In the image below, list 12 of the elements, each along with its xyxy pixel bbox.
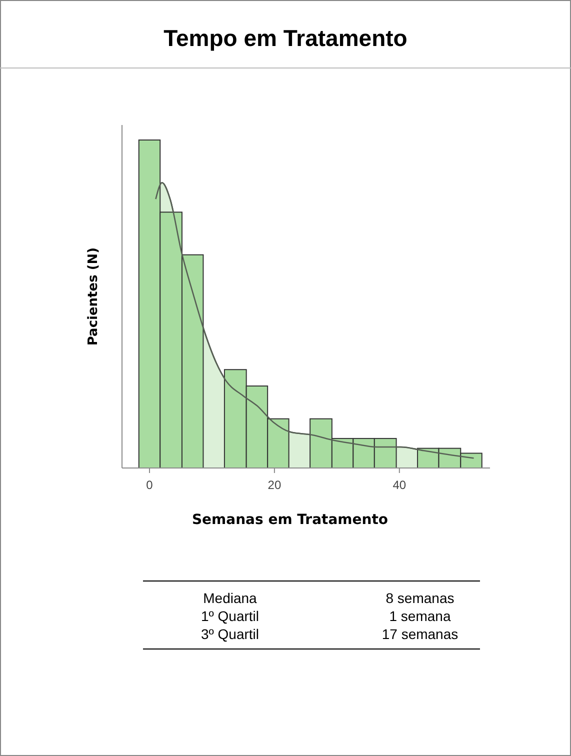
y-axis-title: Pacientes (N): [86, 247, 101, 346]
text: Mediana: [203, 590, 258, 606]
x-tick-label: 20: [268, 478, 282, 492]
text: 1 semana: [389, 608, 451, 624]
x-tick-label: 40: [392, 478, 406, 492]
x-tick-label: 0: [146, 478, 154, 492]
text: 17 semanas: [382, 626, 458, 642]
chart-title: Tempo em Tratamento: [164, 25, 408, 51]
text: 1º Quartil: [200, 608, 260, 624]
x-axis-title: Semanas em Tratamento: [192, 512, 388, 528]
text: 8 semanas: [386, 590, 454, 606]
text: 3º Quartil: [200, 626, 260, 642]
